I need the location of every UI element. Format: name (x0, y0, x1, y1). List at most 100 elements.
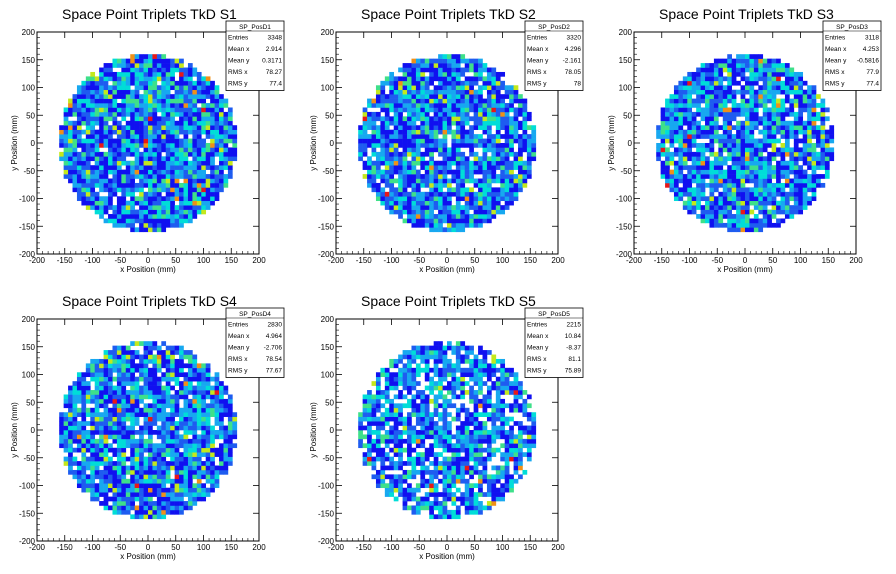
heatmap-cell (429, 129, 434, 135)
heatmap-cell (700, 63, 706, 68)
heatmap-cell (740, 156, 746, 162)
heatmap-cell (165, 452, 171, 457)
heatmap-cell (205, 438, 211, 444)
heatmap-cell (691, 151, 697, 157)
heatmap-cell (130, 416, 135, 422)
heatmap-cell (789, 160, 795, 166)
heatmap-cell (116, 496, 122, 502)
stat-value: 4.253 (863, 46, 880, 53)
heatmap-cell (103, 350, 109, 355)
heatmap-cell (398, 156, 403, 162)
heatmap-cell (152, 200, 158, 206)
heatmap-cell (205, 390, 211, 395)
heatmap-cell (424, 125, 430, 130)
heatmap-cell (700, 143, 706, 148)
heatmap-cell (187, 76, 193, 82)
heatmap-cell (179, 394, 184, 400)
heatmap-cell (811, 129, 817, 135)
heatmap-cell (749, 67, 755, 73)
heatmap-cell (455, 58, 461, 64)
heatmap-cell (219, 465, 224, 471)
heatmap-cell (745, 227, 750, 233)
heatmap-cell (745, 174, 750, 179)
heatmap-cell (196, 403, 202, 409)
heatmap-cell (152, 178, 158, 184)
y-tick-label: -200 (19, 250, 36, 259)
heatmap-cell (227, 116, 233, 122)
heatmap-cell (491, 85, 497, 91)
heatmap-cell (94, 381, 100, 386)
heatmap-cell (407, 214, 412, 219)
heatmap-cell (718, 205, 724, 210)
heatmap-cell (407, 107, 412, 113)
heatmap-cell (90, 111, 96, 117)
heatmap-cell (665, 111, 670, 117)
heatmap-cell (740, 138, 746, 144)
heatmap-cell (736, 165, 741, 170)
heatmap-cell (793, 178, 799, 184)
heatmap-cell (380, 174, 386, 179)
heatmap-cell (469, 178, 474, 184)
heatmap-cell (223, 174, 229, 179)
heatmap-cell (522, 103, 528, 108)
heatmap-cell (429, 196, 434, 202)
heatmap-cell (509, 187, 514, 193)
heatmap-cell (447, 125, 452, 130)
heatmap-cell (420, 63, 426, 68)
heatmap-cell (398, 120, 403, 126)
heatmap-cell (758, 151, 764, 157)
heatmap-cell (722, 200, 728, 206)
heatmap-cell (99, 501, 104, 506)
heatmap-cell (424, 147, 430, 153)
heatmap-cell (398, 134, 403, 139)
heatmap-cell (798, 205, 804, 210)
heatmap-cell (90, 367, 96, 373)
heatmap-cell (152, 474, 158, 480)
heatmap-cell (72, 447, 78, 453)
heatmap-cell (139, 438, 144, 444)
heatmap-cell (753, 200, 759, 206)
stat-value: 78 (574, 81, 582, 88)
heatmap-cell (156, 214, 162, 219)
heatmap-cell (678, 107, 684, 113)
heatmap-cell (780, 103, 786, 108)
heatmap-cell (407, 138, 412, 144)
heatmap-cell (112, 496, 118, 502)
heatmap-cell (183, 103, 189, 108)
heatmap-cell (500, 116, 506, 122)
heatmap-cell (762, 111, 768, 117)
heatmap-cell (210, 456, 215, 462)
heatmap-cell (156, 129, 162, 135)
heatmap-cell (59, 138, 64, 144)
heatmap-cell (402, 187, 408, 193)
heatmap-cell (793, 209, 799, 215)
heatmap-cell (464, 191, 470, 197)
heatmap-cell (148, 492, 153, 497)
heatmap-cell (205, 116, 211, 122)
heatmap-cell (139, 376, 144, 382)
heatmap-cell (108, 456, 113, 462)
heatmap-cell (192, 421, 198, 426)
heatmap-cell (780, 143, 786, 148)
heatmap-cell (187, 107, 193, 113)
heatmap-cell (174, 403, 180, 409)
heatmap-cell (513, 138, 519, 144)
heatmap-cell (134, 76, 140, 82)
heatmap-cell (99, 178, 104, 184)
heatmap-cell (807, 165, 812, 170)
heatmap-cell (509, 151, 514, 157)
heatmap-cell (90, 196, 96, 202)
heatmap-cell (139, 487, 144, 493)
heatmap-cell (776, 120, 781, 126)
heatmap-cell (134, 381, 140, 386)
heatmap-cell (709, 94, 715, 99)
heatmap-cell (771, 209, 777, 215)
heatmap-cell (731, 134, 737, 139)
heatmap-cell (798, 182, 804, 188)
heatmap-cell (745, 169, 750, 175)
heatmap-cell (156, 469, 162, 475)
heatmap-cell (429, 125, 434, 130)
heatmap-cell (700, 125, 706, 130)
heatmap-cell (504, 191, 510, 197)
heatmap-cell (148, 483, 153, 489)
